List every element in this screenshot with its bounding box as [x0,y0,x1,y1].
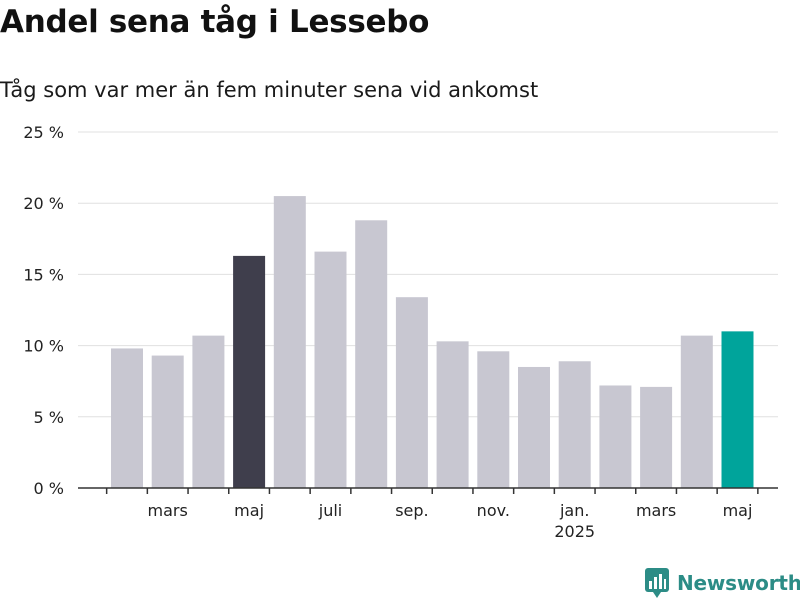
x-tick-label: maj [234,501,264,520]
x-tick-label: sep. [395,501,428,520]
chart-title: Andel sena tåg i Lessebo [0,4,430,40]
x-tick-label: maj [723,501,753,520]
bar [436,341,469,488]
bar [395,297,428,488]
y-tick-label: 0 % [34,479,64,498]
y-tick-label: 10 % [23,337,64,356]
newsworthy-logo-icon [645,568,669,598]
bar [233,255,266,488]
x-tick-year-label: 2025 [554,522,595,541]
bar [599,385,632,488]
bar [477,351,510,488]
y-tick-label: 5 % [34,408,64,427]
brand-logo: Newsworthy [645,568,800,598]
x-tick-label: mars [148,501,188,520]
y-tick-label: 20 % [23,194,64,213]
bar [518,366,550,488]
bar [111,348,143,488]
bar [151,355,184,488]
bar [355,220,388,488]
x-tick-label: juli [318,501,342,520]
x-tick-label: mars [636,501,676,520]
brand-name: Newsworthy [677,571,800,595]
bar [273,196,306,488]
y-tick-label: 15 % [23,265,64,284]
x-tick-label: jan. [559,501,589,520]
bar [680,335,713,488]
y-tick-label: 25 % [23,123,64,142]
x-tick-label: nov. [477,501,510,520]
bar [558,361,591,488]
chart-subtitle: Tåg som var mer än fem minuter sena vid … [0,78,539,102]
bar [721,331,754,488]
bar [192,335,225,488]
bar [314,251,347,488]
bar [640,386,673,488]
